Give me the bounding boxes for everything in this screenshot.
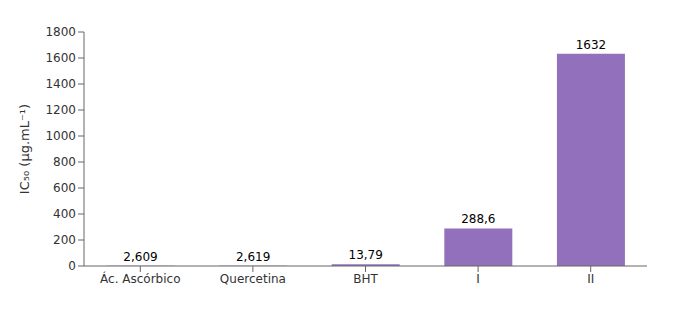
svg-text:2,609: 2,609 [123,250,157,264]
svg-text:0: 0 [68,259,76,273]
svg-text:1632: 1632 [576,38,607,52]
svg-text:Ác. Ascórbico: Ác. Ascórbico [100,271,180,286]
svg-text:288,6: 288,6 [461,212,495,226]
svg-text:1000: 1000 [45,129,76,143]
svg-text:II: II [587,272,594,286]
svg-text:13,79: 13,79 [349,248,383,262]
svg-text:1200: 1200 [45,103,76,117]
svg-text:Quercetina: Quercetina [220,272,286,286]
svg-text:BHT: BHT [353,272,378,286]
svg-text:1800: 1800 [45,25,76,39]
svg-text:600: 600 [53,181,76,195]
svg-text:IC₅₀ (µg.mL⁻¹): IC₅₀ (µg.mL⁻¹) [17,104,32,194]
svg-text:200: 200 [53,233,76,247]
svg-text:I: I [476,272,480,286]
svg-text:2,619: 2,619 [236,250,270,264]
svg-text:1600: 1600 [45,51,76,65]
svg-text:400: 400 [53,207,76,221]
svg-text:800: 800 [53,155,76,169]
svg-text:1400: 1400 [45,77,76,91]
